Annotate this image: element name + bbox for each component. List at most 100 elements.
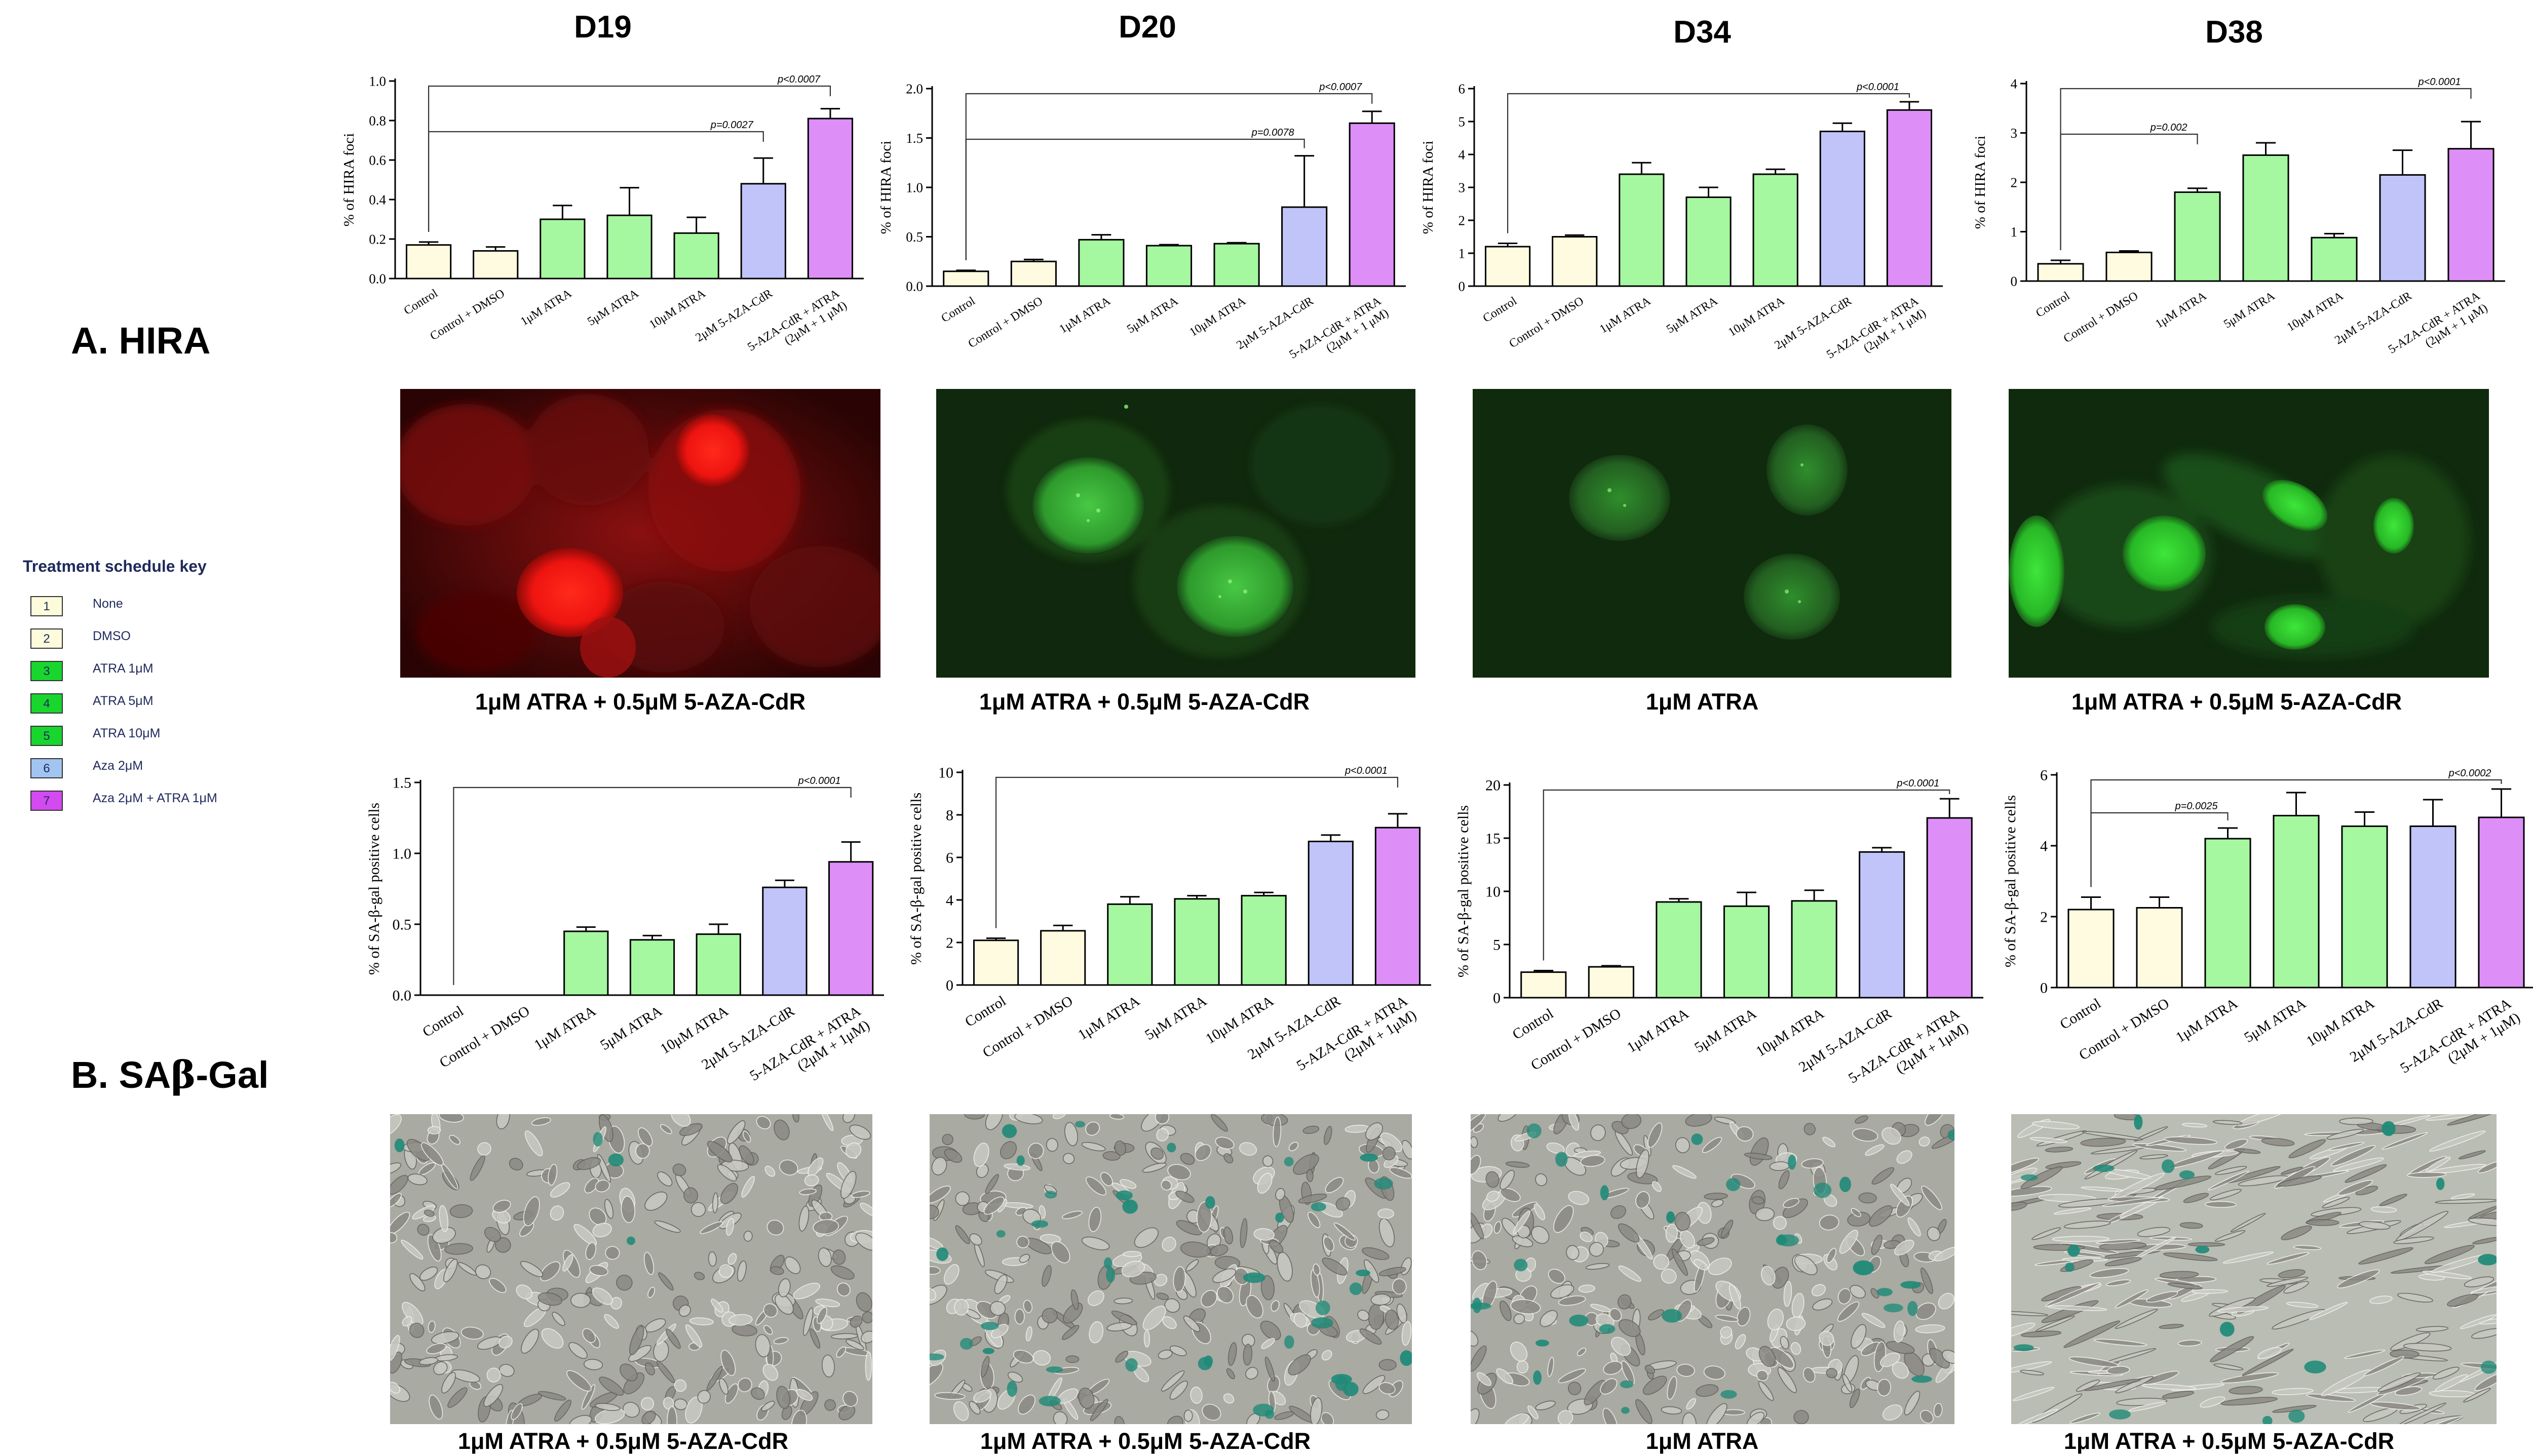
x-tick-label: Control (2057, 995, 2104, 1033)
legend-swatch: 1 (30, 596, 63, 616)
x-tick-label-line: Control (1481, 294, 1519, 325)
bar (762, 886, 808, 996)
column-title-d20: D20 (1119, 10, 1176, 45)
bar (540, 218, 586, 280)
y-tick-label: 4 (946, 892, 953, 909)
bar (943, 270, 989, 287)
y-axis-label: % of SA-β-gal positive cells (2002, 795, 2019, 967)
sabgal-micrograph-d34 (1471, 1114, 1954, 1424)
bar (1685, 196, 1732, 287)
x-tick-label-line: 5μM ATRA (597, 1003, 665, 1053)
x-tick-label: 5μM ATRA (1664, 294, 1720, 336)
x-tick-label: 1μM ATRA (1624, 1005, 1692, 1056)
y-tick-label: 0 (1459, 279, 1466, 294)
cell-texture (390, 1114, 872, 1424)
x-tick-label-line: 10μM ATRA (1187, 294, 1249, 339)
y-tick-label: 1.0 (393, 846, 412, 862)
bar (2067, 909, 2115, 989)
y-tick-label: 10 (1485, 884, 1501, 900)
bar (2447, 148, 2494, 282)
bar (807, 117, 854, 280)
x-tick-label: Control + DMSO (428, 287, 507, 343)
x-tick-label-line: Control (2033, 289, 2072, 320)
x-tick-label: 1μM ATRA (1057, 294, 1114, 336)
bar (1078, 239, 1125, 287)
cell-texture (1471, 1114, 1954, 1424)
x-tick-label: 1μM ATRA (518, 287, 574, 329)
legend-label: Aza 2μM (93, 759, 143, 773)
x-tick-label: Control (962, 993, 1009, 1030)
y-tick-label: 3 (1459, 180, 1466, 195)
bar (2311, 237, 2358, 282)
hira-chart-d20: 0.0 0.5 1.0 1.5 2.0 % of HIRA foci Control Cont… (861, 73, 1429, 413)
bar (1552, 236, 1598, 287)
x-tick-label: 1μM ATRA (2153, 289, 2209, 331)
bar (2105, 251, 2153, 282)
bar (673, 232, 719, 280)
sabgal-image-d19 (390, 1114, 872, 1424)
bar (1619, 173, 1665, 287)
p-value-label: p<0.0007 (777, 74, 821, 85)
legend-swatch: 2 (30, 628, 63, 649)
x-tick-label-line: 1μM ATRA (518, 287, 574, 329)
x-tick-label-line: Control (2057, 995, 2104, 1033)
x-tick-label: 5μM ATRA (2241, 995, 2309, 1046)
y-axis-label: % of HIRA foci (878, 141, 894, 234)
legend-label: ATRA 1μM (93, 661, 153, 676)
bar (2174, 191, 2221, 282)
p-value-label: p<0.0001 (798, 775, 841, 786)
stain-spots (2013, 1114, 2497, 1424)
x-tick-label: 1μM ATRA (1597, 294, 1654, 336)
x-tick-label-line: Control (402, 287, 440, 318)
y-tick-label: 1.0 (906, 180, 923, 195)
y-tick-label: 0.6 (369, 152, 386, 168)
bar (1926, 817, 1973, 999)
p-value-label: p<0.0001 (1856, 82, 1899, 93)
bar (1723, 905, 1770, 999)
hira-image-d34 (1473, 389, 1951, 678)
x-tick-label: Control (1510, 1005, 1556, 1043)
sabgal-micrograph-d20 (930, 1114, 1412, 1424)
y-axis-label: % of SA-β-gal positive cells (908, 793, 925, 965)
y-tick-label: 1 (1459, 246, 1466, 261)
hira-green-micrograph-d34 (1473, 389, 1951, 678)
stain-spots (930, 1121, 1412, 1419)
x-tick-label: 1μM ATRA (1075, 993, 1142, 1043)
y-tick-label: 6 (946, 850, 953, 867)
x-tick-label-line: 1μM ATRA (2173, 995, 2240, 1046)
y-tick-label: 1 (2011, 224, 2018, 240)
bar (2204, 838, 2251, 989)
column-title-d19: D19 (574, 10, 632, 45)
y-tick-label: 0.0 (369, 271, 386, 286)
sabgal-caption-d34: 1μM ATRA (1645, 1428, 1759, 1454)
sabgal-micrograph-d38 (2011, 1114, 2497, 1424)
x-tick-label-line: 5μM ATRA (585, 287, 641, 329)
y-axis-label: % of HIRA foci (1420, 141, 1436, 234)
y-tick-label: 2 (2011, 175, 2018, 190)
x-tick-label: 5μM ATRA (1692, 1005, 1759, 1056)
significance-bracket (453, 786, 852, 985)
y-tick-label: 10 (938, 765, 953, 781)
y-tick-label: 4 (2011, 76, 2018, 91)
legend-item: 6 Aza 2μM (23, 755, 306, 788)
significance-bracket (1507, 93, 1910, 233)
legend-swatch: 5 (30, 726, 63, 746)
x-tick-label-line: 10μM ATRA (1726, 294, 1787, 339)
x-tick-label-line: 5μM ATRA (2241, 995, 2309, 1046)
hira-green-micrograph (936, 389, 1415, 678)
y-tick-label: 0.4 (369, 192, 386, 207)
legend-item: 1 None (23, 593, 306, 625)
bar (2478, 816, 2525, 989)
y-tick-label: 2 (946, 935, 953, 952)
y-tick-label: 4 (2040, 838, 2048, 855)
x-tick-label: 5μM ATRA (1142, 993, 1209, 1043)
x-tick-label: 10μM ATRA (2285, 289, 2346, 334)
y-tick-label: 1.5 (393, 775, 412, 792)
sabgal-caption-d19: 1μM ATRA + 0.5μM 5-AZA-CdR (457, 1428, 789, 1454)
y-tick-label: 1.5 (906, 131, 923, 146)
bar (1752, 173, 1798, 287)
hira-green-micrograph-d38 (2009, 389, 2489, 678)
legend-label: ATRA 10μM (93, 726, 161, 740)
bar (1241, 895, 1287, 986)
